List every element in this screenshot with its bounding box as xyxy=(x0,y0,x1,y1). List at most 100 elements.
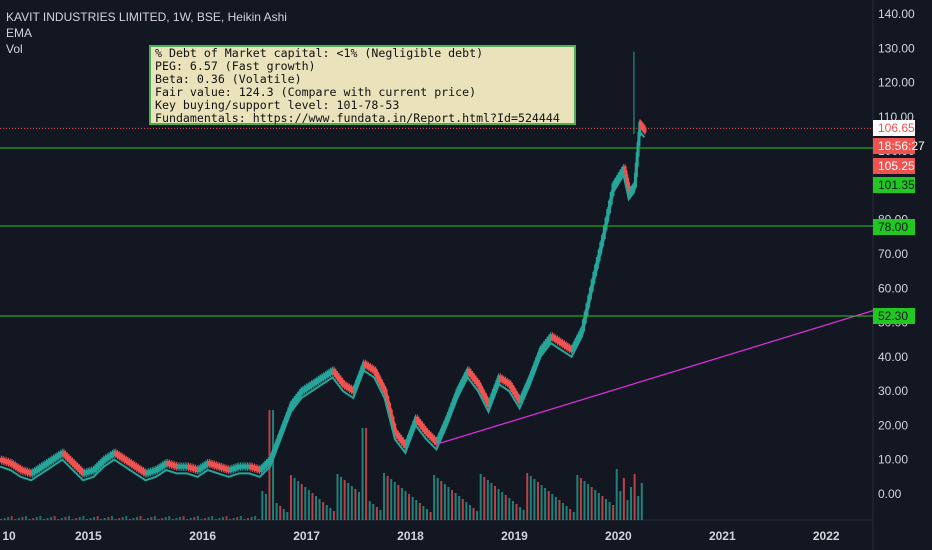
candle-body xyxy=(263,462,267,469)
volume-bar xyxy=(626,500,629,520)
candle-body xyxy=(197,466,201,473)
volume-bar xyxy=(100,519,103,520)
candle-body xyxy=(67,455,71,462)
note-line: Fair value: 124.3 (Compare with current … xyxy=(155,86,477,99)
indicator-vol-label[interactable]: Vol xyxy=(6,42,23,56)
volume-bar xyxy=(17,518,20,520)
candle-body xyxy=(216,463,220,469)
candle-body xyxy=(363,361,367,367)
candle-body xyxy=(280,425,284,435)
volume-bar xyxy=(0,519,2,520)
candle-body xyxy=(521,391,525,400)
candle-body xyxy=(157,465,161,471)
candle-body xyxy=(547,336,551,343)
candle-body xyxy=(434,438,438,445)
y-tick-label: 10.00 xyxy=(878,453,908,467)
candle-body xyxy=(467,368,471,375)
candle-body xyxy=(538,347,542,357)
volume-bar xyxy=(232,518,235,520)
price-label-support-2: 78.00 xyxy=(878,220,908,234)
volume-bar xyxy=(286,512,289,520)
volume-bar xyxy=(608,502,611,520)
candle-body xyxy=(550,334,554,340)
candle-body xyxy=(107,454,111,460)
candle-body xyxy=(533,361,537,371)
candle-body xyxy=(379,378,383,387)
candle-body xyxy=(232,466,236,471)
candle-body xyxy=(225,466,229,472)
candle-body xyxy=(393,423,397,435)
candle-body xyxy=(41,463,45,469)
volume-bar xyxy=(494,486,497,520)
candle-body xyxy=(223,466,227,471)
candle-body xyxy=(426,430,430,437)
candle-body xyxy=(259,466,263,473)
volume-bar xyxy=(322,502,325,520)
candle-body xyxy=(121,455,125,461)
volume-bar xyxy=(365,428,368,520)
candle-body xyxy=(611,183,615,197)
volume-bar xyxy=(601,496,604,520)
candle-body xyxy=(289,402,293,412)
candle-body xyxy=(419,421,423,428)
candle-body xyxy=(124,457,128,463)
x-tick-label: 10 xyxy=(2,529,16,543)
candle-body xyxy=(71,459,75,466)
candle-body xyxy=(84,470,88,475)
volume-bar xyxy=(569,509,572,520)
volume-bar xyxy=(594,490,597,520)
candle-body xyxy=(213,462,217,468)
indicator-ema-label[interactable]: EMA xyxy=(6,26,33,40)
candle-body xyxy=(166,461,170,466)
candle-body xyxy=(348,385,352,391)
candle-body xyxy=(457,385,461,394)
volume-bar xyxy=(400,488,403,520)
candle-body xyxy=(488,398,492,407)
candle-body xyxy=(90,468,94,474)
volume-bar xyxy=(182,516,185,520)
volume-bar xyxy=(415,500,418,520)
volume-bar xyxy=(139,516,142,520)
candle-body xyxy=(360,366,364,375)
candle-body xyxy=(135,464,139,470)
note-line: Beta: 0.36 (Volatile) xyxy=(155,73,302,86)
trendline[interactable] xyxy=(436,309,874,445)
candle-body xyxy=(564,343,568,349)
candle-body xyxy=(526,379,530,388)
candle-body xyxy=(530,370,534,380)
candle-body xyxy=(438,432,442,441)
candle-body xyxy=(161,463,165,469)
candle-body xyxy=(502,377,506,383)
volume-bar xyxy=(325,505,328,520)
volume-bar xyxy=(107,517,110,520)
candle-body xyxy=(277,434,281,444)
volume-bar xyxy=(465,502,468,520)
candle-body xyxy=(368,365,372,371)
candle-body xyxy=(410,425,414,435)
volume-bar xyxy=(368,501,371,520)
candle-body xyxy=(310,382,314,388)
volume-bar xyxy=(175,518,178,520)
candle-body xyxy=(81,469,85,476)
candle-body xyxy=(507,381,511,387)
volume-bar xyxy=(39,516,42,520)
candle-body xyxy=(226,467,230,473)
volume-bar xyxy=(350,486,353,520)
volume-bar xyxy=(336,474,339,520)
candle-body xyxy=(372,367,376,373)
candle-body xyxy=(17,465,21,471)
candle-body xyxy=(12,462,16,468)
candle-body xyxy=(481,389,485,397)
candle-body xyxy=(273,443,277,453)
volume-bar xyxy=(343,480,346,520)
candle-body xyxy=(543,341,547,348)
candle-body xyxy=(171,462,175,468)
candle-body xyxy=(336,373,340,380)
volume-bar xyxy=(612,505,615,520)
candle-body xyxy=(180,464,184,469)
volume-bar xyxy=(526,473,529,520)
candle-body xyxy=(19,466,23,473)
candle-body xyxy=(103,456,107,462)
candle-body xyxy=(62,450,66,457)
